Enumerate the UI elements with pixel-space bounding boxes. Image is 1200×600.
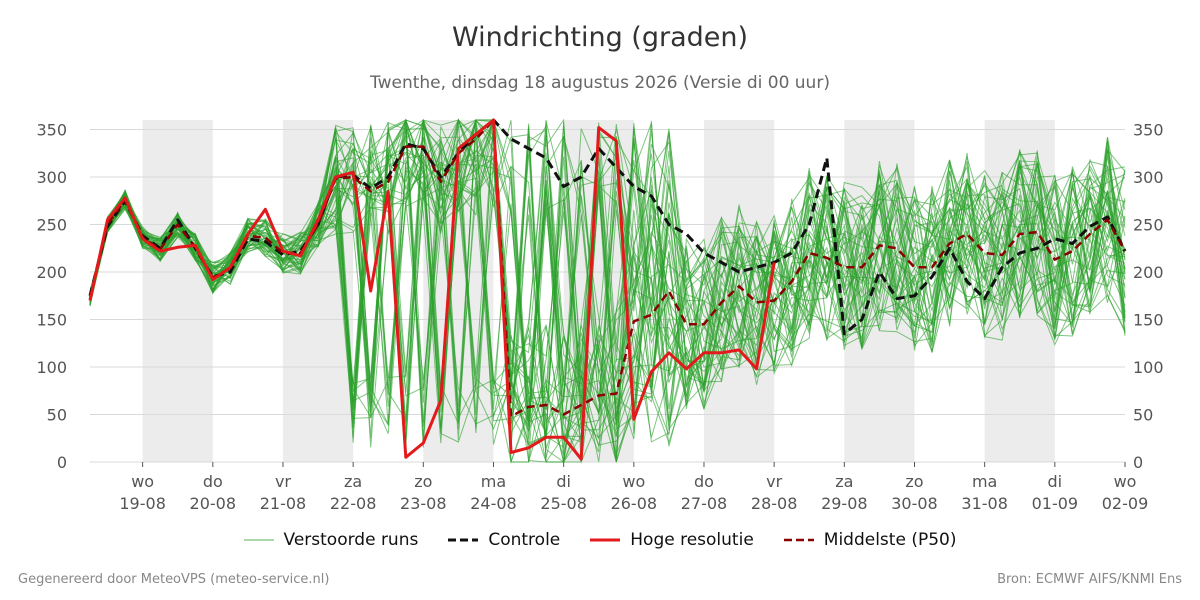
legend-item-highres: Hoge resolutie xyxy=(590,530,754,550)
y-tick-label-left: 300 xyxy=(36,168,67,187)
x-tick-date: 24-08 xyxy=(470,494,517,513)
y-tick-label-left: 0 xyxy=(57,453,67,472)
legend-item-control: Controle xyxy=(448,530,560,550)
x-tick-day: zo xyxy=(414,472,432,491)
ensemble-member-line xyxy=(89,131,1126,438)
ensemble-member-line xyxy=(89,118,1126,463)
median-line xyxy=(88,118,1127,418)
x-tick-day: ma xyxy=(972,472,997,491)
x-tick-date: 21-08 xyxy=(260,494,307,513)
legend-swatch-highres xyxy=(590,538,621,542)
ensemble-member-line xyxy=(89,127,1126,453)
x-tick-day: zo xyxy=(905,472,923,491)
x-tick-day: wo xyxy=(131,472,154,491)
y-tick-label-left: 250 xyxy=(36,216,67,235)
x-tick-date: 01-09 xyxy=(1032,494,1079,513)
legend-label-highres: Hoge resolutie xyxy=(630,530,754,550)
x-tick-date: 23-08 xyxy=(400,494,447,513)
y-tick-label-right: 200 xyxy=(1133,263,1164,282)
highres-line xyxy=(88,118,776,461)
ensemble-member-line xyxy=(89,119,1126,446)
x-tick-date: 27-08 xyxy=(681,494,728,513)
x-tick-day: di xyxy=(556,472,571,491)
y-tick-label-left: 150 xyxy=(36,311,67,330)
ensemble-member-line xyxy=(89,119,1126,441)
legend-label-perturbed: Verstoorde runs xyxy=(283,530,419,550)
ensemble-member-line xyxy=(89,118,1126,449)
footer-generated-by: Gegenereerd door MeteoVPS (meteo-service… xyxy=(18,572,330,587)
x-tick-date: 20-08 xyxy=(190,494,237,513)
legend-swatch-perturbed xyxy=(243,539,274,541)
control-line xyxy=(88,118,1127,336)
x-tick-date: 19-08 xyxy=(119,494,166,513)
y-tick-label-right: 300 xyxy=(1133,168,1164,187)
y-tick-label-right: 350 xyxy=(1133,121,1164,140)
y-tick-label-right: 50 xyxy=(1133,406,1153,425)
x-tick-day: ma xyxy=(481,472,506,491)
y-tick-label-left: 350 xyxy=(36,121,67,140)
x-tick-day: za xyxy=(835,472,853,491)
ensemble-member-line xyxy=(89,119,1126,463)
x-tick-date: 26-08 xyxy=(611,494,658,513)
chart-legend: Verstoorde runs Controle Hoge resolutie … xyxy=(0,530,1200,550)
y-tick-label-right: 0 xyxy=(1133,453,1143,472)
x-tick-day: wo xyxy=(622,472,645,491)
legend-item-perturbed: Verstoorde runs xyxy=(243,530,419,550)
x-tick-date: 28-08 xyxy=(751,494,798,513)
y-tick-label-right: 100 xyxy=(1133,358,1164,377)
x-tick-date: 30-08 xyxy=(891,494,938,513)
chart-title: Windrichting (graden) xyxy=(451,22,749,53)
y-tick-label-left: 50 xyxy=(47,406,67,425)
legend-label-median: Middelste (P50) xyxy=(823,530,957,550)
ensemble-member-line xyxy=(89,149,1126,456)
ensemble-member-line xyxy=(89,119,1126,441)
ensemble-member-line xyxy=(89,119,1126,449)
x-tick-day: za xyxy=(344,472,362,491)
ensemble-member-line xyxy=(89,119,1126,463)
legend-swatch-median xyxy=(783,538,814,542)
x-tick-date: 29-08 xyxy=(821,494,868,513)
x-tick-day: wo xyxy=(1114,472,1137,491)
chart-subtitle: Twenthe, dinsdag 18 augustus 2026 (Versi… xyxy=(370,73,830,93)
x-tick-day: vr xyxy=(275,472,291,491)
x-tick-date: 22-08 xyxy=(330,494,377,513)
x-tick-date: 31-08 xyxy=(961,494,1008,513)
legend-item-median: Middelste (P50) xyxy=(783,530,957,550)
y-tick-label-left: 100 xyxy=(36,358,67,377)
ensemble-member-line xyxy=(89,118,1126,422)
x-tick-day: vr xyxy=(766,472,782,491)
footer-source: Bron: ECMWF AIFS/KNMI Ens xyxy=(997,572,1182,587)
x-tick-day: do xyxy=(694,472,714,491)
legend-label-control: Controle xyxy=(488,530,561,550)
y-tick-label-left: 200 xyxy=(36,263,67,282)
legend-swatch-control xyxy=(448,538,479,542)
y-tick-label-right: 250 xyxy=(1133,216,1164,235)
x-tick-day: di xyxy=(1048,472,1063,491)
y-tick-label-right: 150 xyxy=(1133,311,1164,330)
x-tick-date: 25-08 xyxy=(540,494,587,513)
ensemble-member-line xyxy=(89,119,1126,443)
x-tick-date: 02-09 xyxy=(1102,494,1149,513)
day-band xyxy=(142,120,213,462)
ensemble-member-line xyxy=(89,124,1126,446)
x-tick-day: do xyxy=(203,472,223,491)
